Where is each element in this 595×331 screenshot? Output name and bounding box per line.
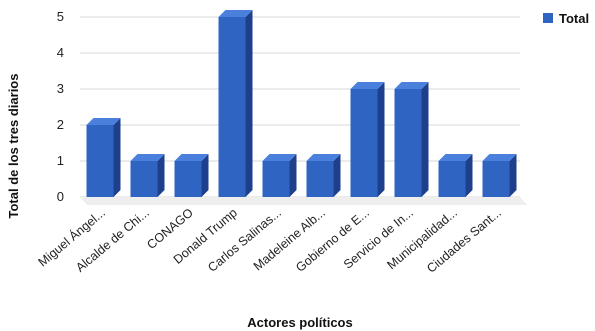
- y-axis-ticks: 0 1 2 3 4 5: [57, 9, 64, 204]
- legend: Total: [543, 11, 589, 26]
- y-tick-label: 3: [57, 81, 64, 96]
- bar: [218, 10, 253, 197]
- bar: [306, 154, 341, 197]
- bar-top: [306, 154, 341, 161]
- bar: [394, 82, 429, 197]
- bar-top: [482, 154, 517, 161]
- bars: [86, 10, 517, 197]
- bar-top: [130, 154, 165, 161]
- x-axis-categories: Miguel Ángel...Alcalde de Chi...CONAGODo…: [35, 205, 504, 276]
- bar-front: [130, 161, 158, 197]
- bar: [86, 118, 121, 197]
- bar: [262, 154, 297, 197]
- chart-floor: [80, 197, 527, 205]
- x-category-label: Ciudades Sant...: [424, 206, 504, 276]
- y-axis-title: Total de los tres diarios: [6, 74, 21, 219]
- bar-top: [438, 154, 473, 161]
- bar: [350, 82, 385, 197]
- bar-side: [465, 154, 473, 197]
- bar-side: [245, 10, 253, 197]
- bar-top: [262, 154, 297, 161]
- bar-front: [306, 161, 334, 197]
- bar-front: [482, 161, 510, 197]
- bar-side: [421, 82, 429, 197]
- bar: [174, 154, 209, 197]
- x-category-label: Alcalde de Chi...: [73, 206, 152, 275]
- bar-top: [218, 10, 253, 17]
- bar-side: [201, 154, 209, 197]
- bar-side: [377, 82, 385, 197]
- y-tick-label: 4: [57, 45, 64, 60]
- bar-front: [174, 161, 202, 197]
- bar-front: [350, 89, 378, 197]
- bar: [482, 154, 517, 197]
- x-category-label: Carlos Salinas...: [205, 206, 284, 275]
- bar-front: [86, 125, 114, 197]
- bar-top: [174, 154, 209, 161]
- x-category-label: Gobierno de E...: [293, 206, 372, 275]
- bar-side: [509, 154, 517, 197]
- bar-top: [394, 82, 429, 89]
- bar-side: [157, 154, 165, 197]
- legend-swatch: [543, 13, 553, 23]
- y-tick-label: 2: [57, 117, 64, 132]
- bar-front: [218, 17, 246, 197]
- bar: [438, 154, 473, 197]
- y-tick-label: 0: [57, 189, 64, 204]
- x-axis-title: Actores políticos: [247, 315, 352, 330]
- bar-side: [289, 154, 297, 197]
- bar-front: [438, 161, 466, 197]
- bar: [130, 154, 165, 197]
- y-tick-label: 1: [57, 153, 64, 168]
- legend-label: Total: [559, 11, 589, 26]
- bar-side: [113, 118, 121, 197]
- bar-front: [262, 161, 290, 197]
- bar-side: [333, 154, 341, 197]
- bar-top: [86, 118, 121, 125]
- y-tick-label: 5: [57, 9, 64, 24]
- bar-front: [394, 89, 422, 197]
- bar-top: [350, 82, 385, 89]
